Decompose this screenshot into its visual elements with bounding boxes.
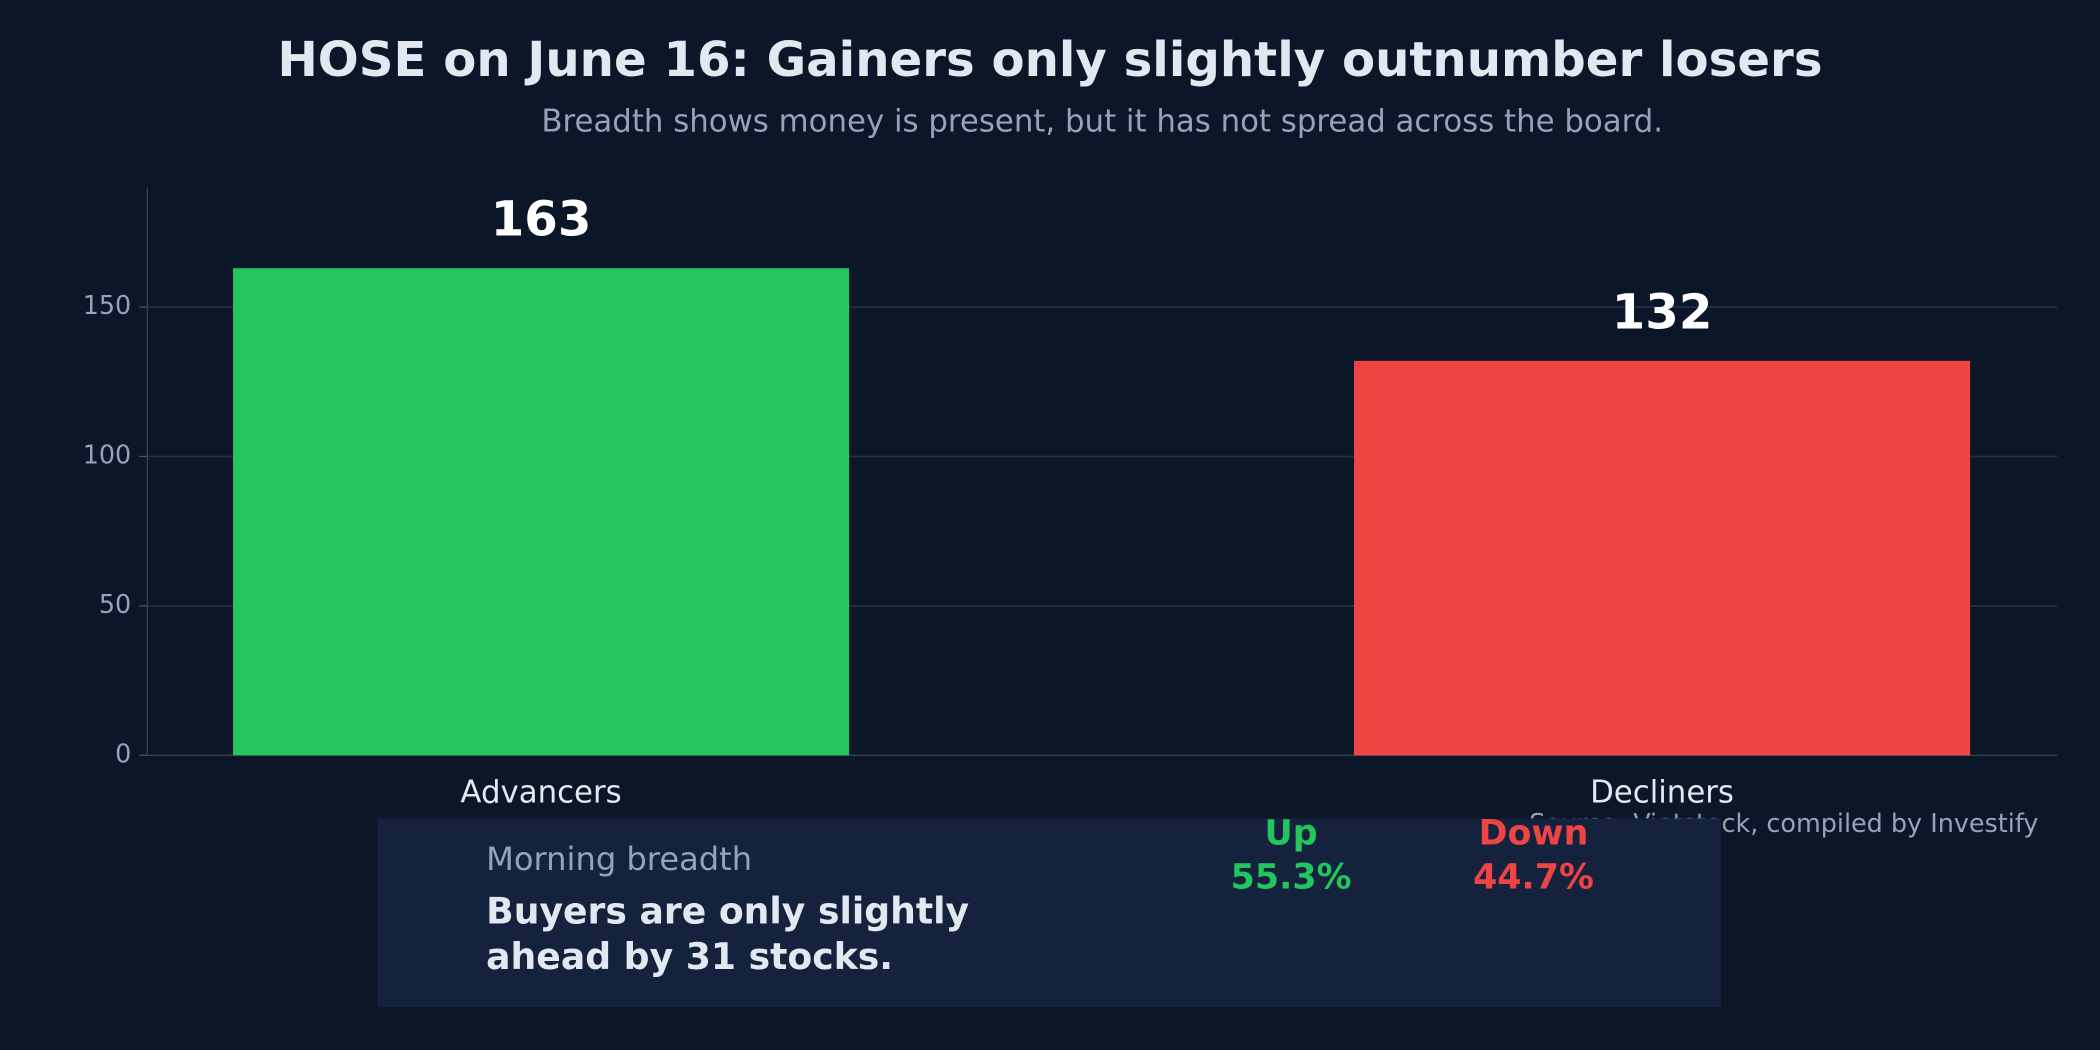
plot-area: 0 50 100 150 163 Advancers 132 Decliners [83,187,2058,811]
x-tick-label: Decliners [1590,775,1734,811]
panel-kicker: Morning breadth [486,840,752,878]
stat-value: 55.3% [1231,858,1352,898]
summary-panel [377,818,1721,1008]
panel-headline: Buyers are only slightly [486,889,969,932]
stat-label: Up [1264,813,1317,853]
chart-title: HOSE on June 16: Gainers only slightly o… [277,32,1822,88]
panel-stats: Up 55.3% Down 44.7% [1231,813,1594,897]
y-tick-label: 150 [83,290,132,320]
chart-subtitle: Breadth shows money is present, but it h… [541,104,1663,140]
data-label: 132 [1612,284,1713,340]
bar [233,268,850,756]
bar [1354,360,1971,756]
panel-headline: ahead by 31 stocks. [486,935,893,978]
y-tick-label: 0 [115,738,131,768]
stat-value: 44.7% [1473,858,1594,898]
x-tick-label: Advancers [460,775,621,811]
data-label: 163 [491,192,592,248]
y-tick-label: 50 [99,589,131,619]
stat-label: Down [1479,813,1589,853]
y-tick-label: 100 [83,439,132,469]
